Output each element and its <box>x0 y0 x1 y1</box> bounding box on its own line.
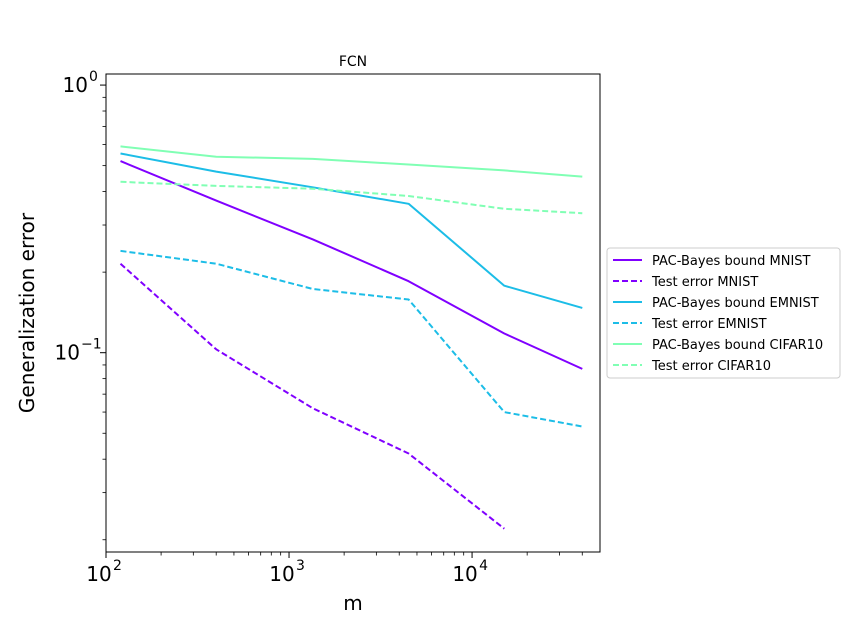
legend-label-3: Test error EMNIST <box>651 317 767 332</box>
minor-ticks <box>102 96 583 556</box>
y-tick-label: 10 <box>55 341 80 365</box>
series-layer <box>119 145 583 530</box>
x-tick-label: 10 <box>269 562 294 586</box>
x-axis-label: m <box>343 591 362 615</box>
series-line-0 <box>120 160 583 370</box>
legend-label-5: Test error CIFAR10 <box>651 359 771 374</box>
x-tick-exponent: 2 <box>113 558 122 574</box>
major-ticks: 10 2 10 3 10 410 −110 0 <box>55 69 489 586</box>
series-line-1 <box>119 262 505 530</box>
legend-frame <box>606 247 841 379</box>
legend-label-4: PAC-Bayes bound CIFAR10 <box>652 338 823 353</box>
legend: PAC-Bayes bound MNIST Test error MNIST PAC… <box>606 247 841 379</box>
legend-label-1: Test error MNIST <box>651 275 758 290</box>
y-tick-exponent: 0 <box>89 69 98 85</box>
x-tick-label: 10 <box>86 562 111 586</box>
legend-label-0: PAC-Bayes bound MNIST <box>652 254 811 269</box>
y-tick-label: 10 <box>63 73 88 97</box>
series-line-4 <box>120 145 583 178</box>
series-line-5 <box>120 180 583 215</box>
series-line-2 <box>120 152 583 309</box>
x-tick-label: 10 <box>452 562 477 586</box>
x-tick-exponent: 4 <box>479 558 488 574</box>
x-tick-exponent: 3 <box>296 558 305 574</box>
y-tick-exponent: −1 <box>81 337 102 353</box>
series-line-3 <box>120 249 583 428</box>
chart-title: FCN <box>339 54 367 70</box>
legend-label-2: PAC-Bayes bound EMNIST <box>652 296 819 311</box>
y-axis-label: Generalization error <box>15 212 39 413</box>
plot-frame <box>105 73 601 553</box>
